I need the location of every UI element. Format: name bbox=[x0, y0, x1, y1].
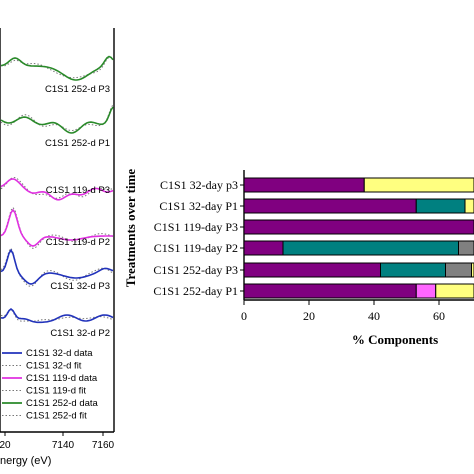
bar-segment bbox=[243, 283, 417, 299]
category-label: C1S1 119-day P2 bbox=[154, 241, 238, 255]
legend-entry: C1S1 252-d fit bbox=[26, 411, 87, 422]
legend-entry: C1S1 119-d fit bbox=[26, 386, 86, 397]
bar-segment bbox=[243, 240, 284, 256]
fit-trace bbox=[0, 56, 114, 79]
left-x-axis-label: nergy (eV) bbox=[0, 455, 51, 467]
right-y-axis-label: Treatments over time bbox=[123, 169, 138, 288]
category-labels: C1S1 32-day p3 C1S1 32-day P1 C1S1 119-day… bbox=[153, 178, 244, 298]
right-x-ticks: 0 20 40 60 bbox=[241, 300, 445, 323]
bar-segment bbox=[380, 262, 446, 278]
x-tick-label: 20 bbox=[0, 440, 11, 451]
bar-segment bbox=[415, 198, 466, 214]
x-tick-label: 20 bbox=[303, 309, 315, 323]
spectrum-label: C1S1 252-d P1 bbox=[45, 138, 110, 149]
spectrum-label: C1S1 119-d P3 bbox=[46, 185, 110, 196]
bar-segment bbox=[243, 198, 417, 214]
data-trace bbox=[0, 55, 114, 81]
x-tick-label: 40 bbox=[368, 309, 380, 323]
x-tick-label: 7140 bbox=[52, 440, 75, 451]
spectrum-label: C1S1 119-d P2 bbox=[46, 237, 110, 248]
left-x-ticks: 20 7140 7160 bbox=[0, 432, 115, 451]
bar-segment bbox=[458, 240, 474, 256]
bar-segment bbox=[464, 198, 474, 214]
category-label: C1S1 32-day P1 bbox=[159, 199, 238, 213]
fit-trace bbox=[0, 176, 114, 199]
bar-segment bbox=[471, 262, 474, 278]
spectrum-label: C1S1 252-d P3 bbox=[45, 84, 110, 95]
x-tick-label: 60 bbox=[433, 309, 445, 323]
bar-segment bbox=[363, 177, 474, 193]
data-trace bbox=[0, 208, 113, 247]
category-label: C1S1 32-day p3 bbox=[160, 178, 238, 192]
bar-segment bbox=[435, 283, 474, 299]
right-x-axis-label: % Components bbox=[352, 332, 438, 347]
spectrum-label: C1S1 32-d P3 bbox=[50, 281, 110, 292]
bar-segment bbox=[445, 262, 472, 278]
spectra-labels: C1S1 252-d P3 C1S1 252-d P1 C1S1 119-d P3 C… bbox=[45, 84, 110, 339]
category-label: C1S1 252-day P1 bbox=[153, 284, 238, 298]
category-label: C1S1 252-day P3 bbox=[153, 263, 238, 277]
legend-entry: C1S1 252-d data bbox=[26, 398, 99, 409]
x-tick-label: 0 bbox=[241, 309, 247, 323]
fit-trace bbox=[0, 308, 114, 322]
data-trace bbox=[0, 106, 114, 134]
category-label: C1S1 119-day P3 bbox=[154, 220, 238, 234]
legend-entry: C1S1 32-d data bbox=[26, 348, 93, 359]
legend-entry: C1S1 32-d fit bbox=[26, 361, 82, 372]
bar-segment bbox=[415, 283, 437, 299]
x-tick-label: 7160 bbox=[92, 440, 115, 451]
spectrum-label: C1S1 32-d P2 bbox=[50, 328, 110, 339]
components-bar-panel: C1S1 32-day p3 C1S1 32-day P1 C1S1 119-day… bbox=[123, 169, 474, 347]
data-trace bbox=[0, 307, 114, 324]
fit-trace bbox=[0, 104, 114, 132]
data-trace bbox=[0, 248, 114, 285]
spectra-traces bbox=[0, 55, 114, 324]
legend-entry: C1S1 119-d data bbox=[26, 373, 98, 384]
bar-segment bbox=[282, 240, 459, 256]
data-trace bbox=[0, 178, 114, 201]
bar-segment bbox=[243, 177, 365, 193]
fit-trace bbox=[0, 247, 114, 287]
xanes-spectra-panel: C1S1 252-d P3 C1S1 252-d P1 C1S1 119-d P3 C… bbox=[0, 28, 115, 467]
stacked-bars bbox=[243, 177, 474, 299]
bar-segment bbox=[243, 262, 381, 278]
bar-segment bbox=[243, 219, 474, 235]
